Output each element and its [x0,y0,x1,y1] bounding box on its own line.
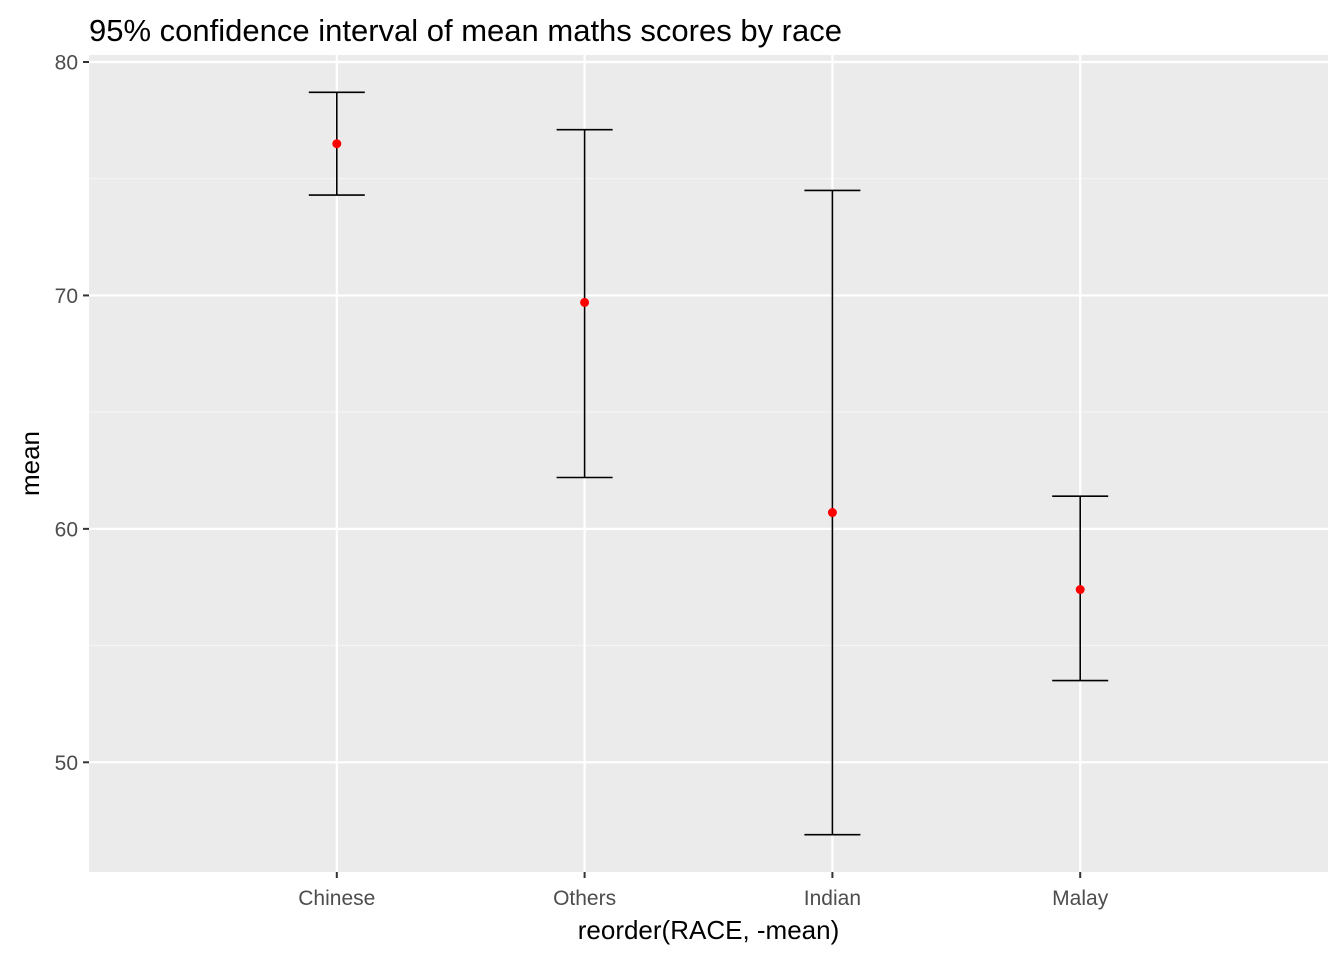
y-tick-label: 70 [55,285,78,308]
y-axis-title: mean [15,431,45,496]
x-tick-label: Indian [804,887,861,910]
mean-point [580,297,590,307]
x-axis-title: reorder(RACE, -mean) [578,915,840,945]
y-tick-label: 80 [55,52,78,75]
mean-point [827,508,837,518]
mean-points [332,139,1085,595]
x-axis: Chinese Others Indian Malay [298,872,1109,910]
x-tick-label: Others [553,887,616,910]
y-tick-label: 60 [55,518,78,541]
y-axis: 50 60 70 80 [55,52,89,775]
x-tick-label: Malay [1052,887,1109,910]
y-tick-label: 50 [55,752,78,775]
plot-panel [89,55,1328,872]
mean-point [1075,585,1085,595]
grid-minor-lines [89,178,1328,647]
mean-point [332,139,342,149]
chart-title: 95% confidence interval of mean maths sc… [89,13,842,48]
x-tick-label: Chinese [298,887,375,910]
